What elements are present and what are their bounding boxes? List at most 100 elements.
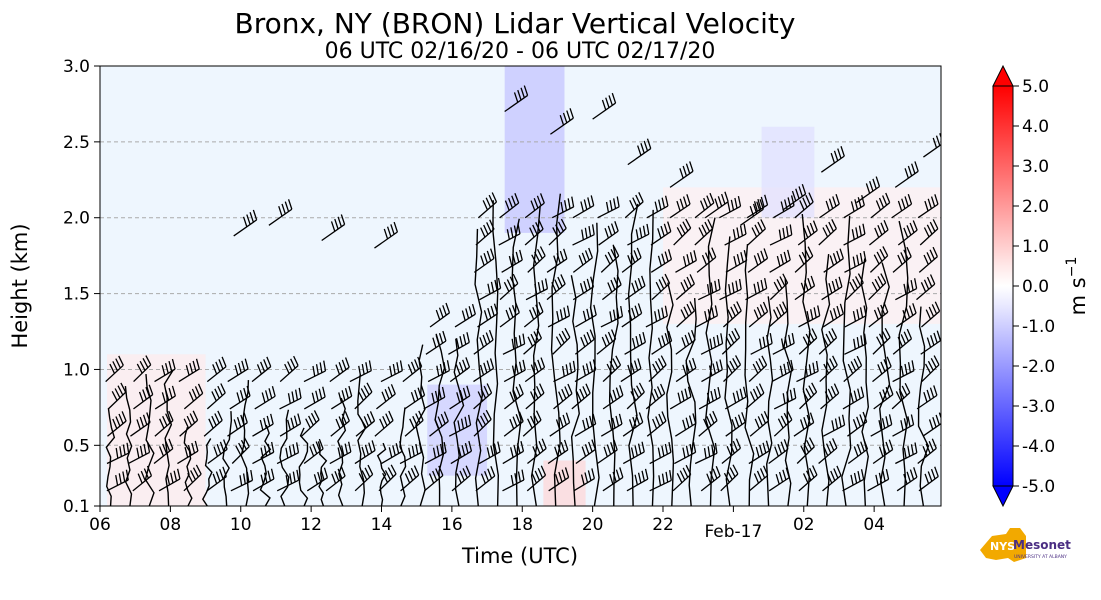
wind-barb bbox=[133, 384, 154, 410]
wind-barb bbox=[796, 437, 815, 464]
barb-flag bbox=[138, 391, 144, 402]
barb-flag bbox=[776, 255, 781, 267]
barb-flag bbox=[588, 225, 592, 237]
barb-flag bbox=[479, 364, 485, 376]
wind-barb bbox=[844, 333, 867, 355]
x-tick-label: 10 bbox=[230, 515, 252, 535]
barb-shaft bbox=[252, 423, 274, 437]
contour-line bbox=[399, 407, 407, 506]
barb-flag bbox=[512, 416, 518, 427]
barb-flag bbox=[732, 229, 736, 240]
barb-flag bbox=[390, 464, 397, 475]
barb-flag bbox=[692, 357, 697, 369]
wind-barb bbox=[429, 302, 451, 328]
barb-flag bbox=[907, 416, 911, 427]
barb-flag bbox=[753, 201, 758, 212]
barb-flag bbox=[197, 383, 204, 394]
barb-flag bbox=[322, 386, 326, 398]
wind-barb bbox=[553, 360, 576, 383]
wind-barb bbox=[499, 273, 519, 301]
y-tick-label: 3.0 bbox=[63, 57, 90, 77]
wind-barb bbox=[229, 385, 251, 410]
wind-barb bbox=[724, 386, 747, 410]
barb-flag bbox=[410, 467, 417, 478]
barb-shaft bbox=[669, 396, 692, 410]
barb-flag bbox=[873, 309, 879, 320]
wind-barb bbox=[153, 438, 174, 465]
barb-flag bbox=[687, 386, 692, 397]
wind-barb bbox=[844, 305, 867, 328]
barb-flag bbox=[218, 359, 224, 370]
barb-flag bbox=[537, 359, 542, 370]
barb-flag bbox=[438, 465, 444, 476]
wind-barb bbox=[818, 219, 837, 246]
barb-flag bbox=[631, 307, 636, 319]
wind-barb bbox=[721, 328, 741, 355]
contour-line bbox=[183, 427, 193, 506]
barb-flag bbox=[676, 473, 683, 483]
barb-flag bbox=[811, 328, 818, 339]
barb-flag bbox=[554, 473, 560, 485]
wind-barb bbox=[771, 359, 794, 383]
barb-flag bbox=[683, 306, 690, 317]
barb-flag bbox=[263, 417, 267, 429]
barb-flag bbox=[883, 302, 889, 313]
wind-barb bbox=[892, 414, 915, 437]
barb-flag bbox=[612, 309, 616, 321]
barb-flag bbox=[571, 196, 575, 207]
barb-flag bbox=[715, 361, 720, 372]
barb-flag bbox=[680, 309, 687, 320]
barb-flag bbox=[582, 310, 587, 322]
barb-flag bbox=[616, 307, 620, 319]
barb-flag bbox=[760, 413, 767, 424]
wind-barb bbox=[892, 360, 915, 383]
barb-flag bbox=[906, 471, 911, 482]
barb-flag bbox=[905, 307, 911, 318]
wind-barb bbox=[704, 191, 729, 219]
barb-shaft bbox=[818, 228, 837, 246]
wind-barb bbox=[648, 355, 667, 383]
wind-barb bbox=[279, 355, 299, 383]
barb-flag bbox=[657, 255, 662, 267]
barb-flag bbox=[810, 275, 816, 287]
barb-flag bbox=[511, 338, 515, 350]
barb-flag bbox=[928, 306, 935, 317]
barb-flag bbox=[685, 163, 691, 174]
barb-flag bbox=[932, 416, 937, 428]
wind-barb bbox=[748, 465, 769, 492]
barb-flag bbox=[880, 222, 886, 233]
wind-barb bbox=[330, 411, 350, 437]
barb-flag bbox=[118, 355, 124, 366]
barb-flag bbox=[185, 364, 190, 376]
barb-flag bbox=[863, 333, 867, 345]
barb-flag bbox=[241, 360, 246, 372]
barb-flag bbox=[415, 443, 419, 455]
barb-flag bbox=[641, 275, 646, 286]
barb-flag bbox=[520, 87, 525, 98]
wind-barb bbox=[427, 360, 451, 383]
wind-barb bbox=[106, 469, 129, 492]
barb-flag bbox=[876, 336, 883, 347]
barb-flag bbox=[762, 336, 766, 348]
barb-flag bbox=[559, 309, 563, 320]
barb-flag bbox=[529, 391, 536, 402]
barb-flag bbox=[712, 468, 718, 479]
barb-flag bbox=[290, 417, 295, 429]
barb-flag bbox=[924, 200, 929, 212]
barb-flag bbox=[459, 470, 465, 481]
barb-flag bbox=[736, 390, 740, 402]
barb-flag bbox=[806, 310, 810, 322]
barb-flag bbox=[559, 417, 564, 428]
wind-barb bbox=[646, 411, 667, 437]
barb-flag bbox=[853, 446, 859, 457]
wind-barb bbox=[819, 193, 840, 219]
barb-flag bbox=[877, 225, 883, 236]
barb-flag bbox=[586, 308, 590, 320]
barb-flag bbox=[488, 194, 495, 205]
x-tick-label: Feb-17 bbox=[704, 522, 762, 542]
barb-flag bbox=[795, 188, 800, 199]
barb-flag bbox=[852, 256, 856, 267]
barb-flag bbox=[412, 415, 418, 426]
barb-flag bbox=[298, 387, 302, 399]
barb-flag bbox=[490, 466, 496, 477]
